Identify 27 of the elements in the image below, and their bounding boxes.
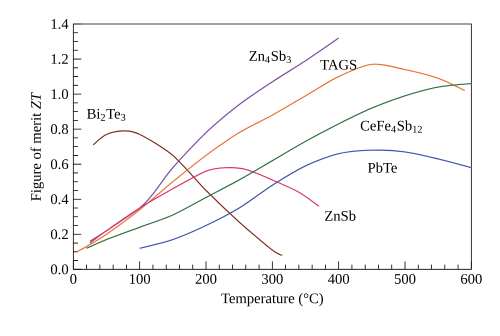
y-tick-label: 0.0 [50, 264, 68, 274]
x-tick-label: 100 [130, 274, 150, 284]
y-axis-title: Figure of merit ZT [30, 92, 44, 201]
series-label: CeFe$_{4}$Sb$_{12}$ [360, 120, 422, 133]
line-series [139, 150, 472, 249]
series-label: Bi$_{2}$Te$_{3}$ [87, 108, 126, 121]
y-tick-label: 0.2 [50, 229, 68, 240]
series-label: ZnSb [325, 210, 356, 221]
series-label: TAGS [320, 60, 356, 70]
y-tick-label: 0.8 [50, 124, 68, 134]
x-axis-title: Temperature (°C) [221, 293, 324, 306]
x-tick-label: 0 [70, 274, 76, 284]
line-series [89, 167, 320, 244]
y-tick-label: 0.4 [50, 194, 68, 204]
y-tick-label: 1.0 [52, 89, 68, 100]
x-tick-label: 300 [262, 274, 283, 284]
x-tick-label: 500 [394, 274, 416, 284]
x-tick-label: 600 [461, 274, 482, 284]
line-series [86, 82, 472, 249]
x-tick-label: 400 [328, 274, 350, 284]
series-label: PbTe [368, 162, 397, 173]
y-tick-label: 1.2 [52, 54, 68, 64]
line-series [92, 130, 283, 256]
x-tick-label: 200 [196, 274, 216, 284]
series-label: Zn$_{4}$Sb$_{3}$ [249, 50, 291, 64]
y-tick-label: 1.4 [52, 19, 68, 29]
y-tick-label: 0.6 [50, 159, 68, 170]
